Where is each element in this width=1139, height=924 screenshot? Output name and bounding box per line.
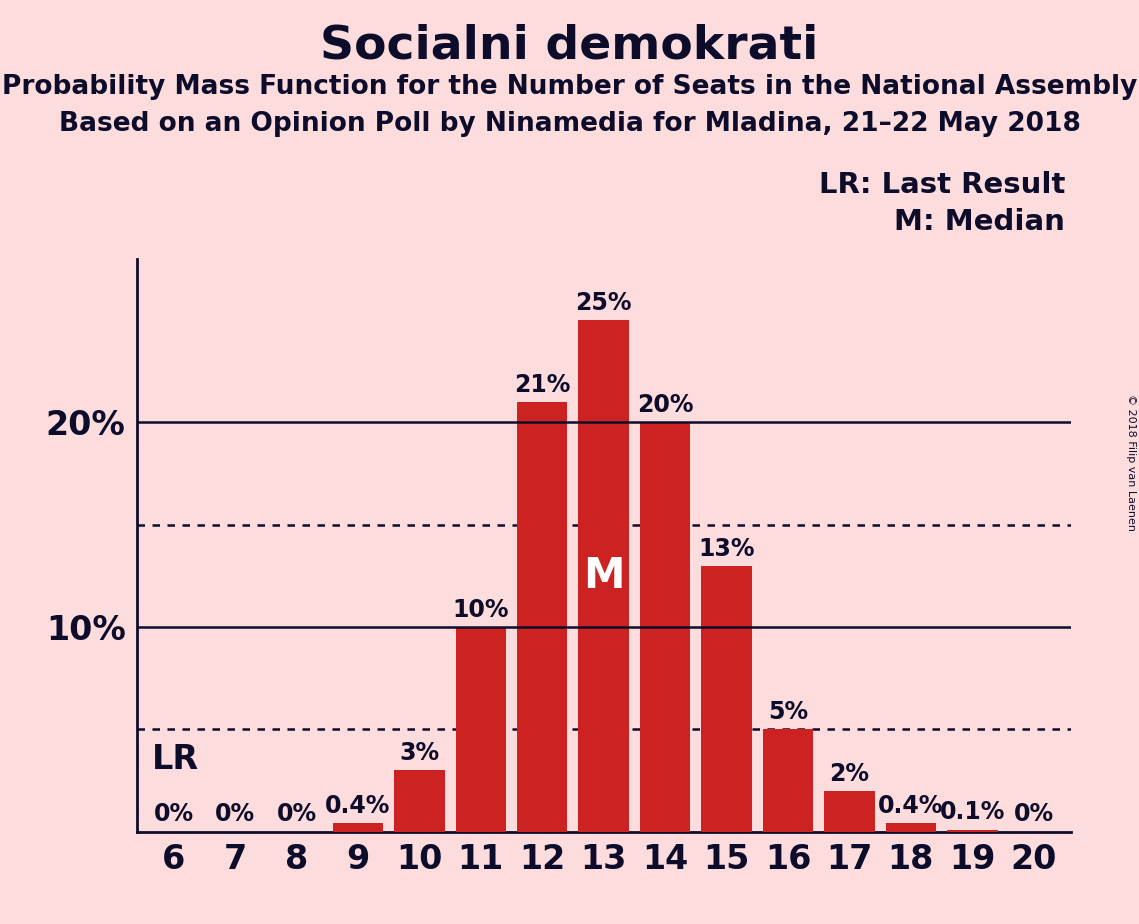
Text: M: Median: M: Median: [894, 208, 1065, 236]
Text: 25%: 25%: [575, 291, 632, 315]
Text: 0.1%: 0.1%: [940, 800, 1005, 824]
Bar: [456, 627, 506, 832]
Text: 0%: 0%: [277, 802, 317, 826]
Text: © 2018 Filip van Laenen: © 2018 Filip van Laenen: [1126, 394, 1136, 530]
Text: LR: Last Result: LR: Last Result: [819, 171, 1065, 199]
Text: 21%: 21%: [514, 372, 571, 396]
Text: Based on an Opinion Poll by Ninamedia for Mladina, 21–22 May 2018: Based on an Opinion Poll by Ninamedia fo…: [58, 111, 1081, 137]
Bar: [886, 823, 936, 832]
Text: Socialni demokrati: Socialni demokrati: [320, 23, 819, 68]
Text: 3%: 3%: [400, 741, 440, 765]
Bar: [702, 565, 752, 832]
Bar: [517, 402, 567, 832]
Text: LR: LR: [151, 744, 199, 776]
Text: 0%: 0%: [154, 802, 194, 826]
Bar: [763, 729, 813, 832]
Text: 0%: 0%: [215, 802, 255, 826]
Bar: [579, 320, 629, 832]
Text: 20%: 20%: [637, 394, 694, 418]
Bar: [825, 791, 875, 832]
Text: 0.4%: 0.4%: [878, 795, 943, 819]
Bar: [640, 422, 690, 832]
Text: 2%: 2%: [829, 761, 869, 785]
Bar: [948, 830, 998, 832]
Text: 5%: 5%: [768, 700, 808, 724]
Text: 10%: 10%: [452, 598, 509, 622]
Bar: [333, 823, 383, 832]
Text: 0.4%: 0.4%: [326, 795, 391, 819]
Text: Probability Mass Function for the Number of Seats in the National Assembly: Probability Mass Function for the Number…: [2, 74, 1137, 100]
Text: 0%: 0%: [1014, 802, 1054, 826]
Text: 13%: 13%: [698, 537, 755, 561]
Bar: [394, 771, 444, 832]
Text: M: M: [583, 554, 624, 597]
